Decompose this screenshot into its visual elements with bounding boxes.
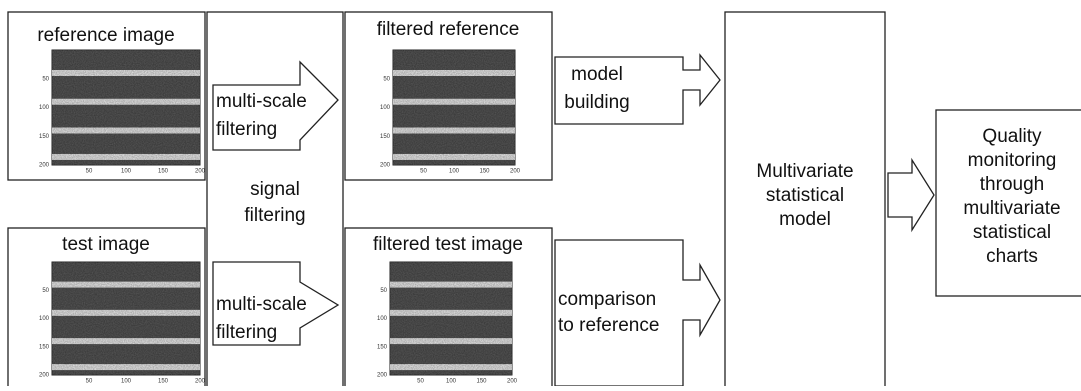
x-tick-label: 50 [86, 169, 93, 175]
x-tick-label: 200 [195, 379, 206, 385]
y-tick-label: 200 [39, 163, 50, 169]
box-label: filtering [244, 205, 305, 226]
panel-title: filtered test image [373, 234, 523, 255]
y-tick-label: 100 [39, 316, 50, 322]
y-tick-label: 200 [377, 373, 388, 379]
y-tick-label: 100 [377, 316, 388, 322]
box-label: monitoring [968, 150, 1057, 171]
x-tick-label: 100 [121, 379, 132, 385]
y-tick-label: 50 [42, 76, 49, 82]
y-tick-label: 50 [383, 76, 390, 82]
y-tick-label: 150 [377, 344, 388, 350]
y-tick-label: 200 [39, 373, 50, 379]
x-tick-label: 100 [449, 169, 460, 175]
panel-title: filtered reference [377, 19, 520, 40]
arrow-label: model [571, 64, 623, 85]
y-tick-label: 150 [380, 134, 391, 140]
x-tick-label: 50 [86, 379, 93, 385]
arrow-label: to reference [558, 315, 659, 336]
box-label: Quality [982, 126, 1042, 147]
x-tick-label: 150 [479, 169, 490, 175]
x-tick-label: 200 [195, 169, 206, 175]
image-grain [390, 262, 512, 375]
arrow-label: multi-scale [216, 91, 307, 112]
x-tick-label: 50 [420, 169, 427, 175]
arrow [888, 160, 934, 230]
x-tick-label: 150 [158, 169, 169, 175]
box-label: statistical [766, 185, 844, 206]
diagram: reference image 50 100 150 200 50 100 150 200 tes… [0, 0, 1081, 386]
image-grain [393, 50, 515, 165]
x-tick-label: 150 [158, 379, 169, 385]
x-tick-label: 200 [507, 379, 518, 385]
box-label: statistical [973, 222, 1051, 243]
arrow-label: filtering [216, 119, 277, 140]
y-tick-label: 200 [380, 163, 391, 169]
y-tick-label: 150 [39, 344, 50, 350]
x-tick-label: 200 [510, 169, 521, 175]
arrow-label: filtering [216, 322, 277, 343]
y-tick-label: 50 [380, 288, 387, 294]
box-label: multivariate [963, 198, 1060, 219]
arrow [555, 240, 720, 386]
y-tick-label: 100 [380, 105, 391, 111]
arrow-label: multi-scale [216, 294, 307, 315]
x-tick-label: 100 [446, 379, 457, 385]
y-tick-label: 50 [42, 288, 49, 294]
image-grain [52, 262, 200, 375]
x-tick-label: 150 [476, 379, 487, 385]
box-label: Multivariate [756, 161, 853, 182]
image-grain [52, 50, 200, 165]
panel-title: reference image [37, 25, 174, 46]
box-label: signal [250, 179, 300, 200]
box-label: through [980, 174, 1044, 195]
x-tick-label: 50 [417, 379, 424, 385]
y-tick-label: 150 [39, 134, 50, 140]
box-label: charts [986, 246, 1038, 267]
x-tick-label: 100 [121, 169, 132, 175]
arrow-label: comparison [558, 289, 656, 310]
y-tick-label: 100 [39, 105, 50, 111]
arrow-label: building [564, 92, 630, 113]
panel-title: test image [62, 234, 150, 255]
box-label: model [779, 209, 831, 230]
